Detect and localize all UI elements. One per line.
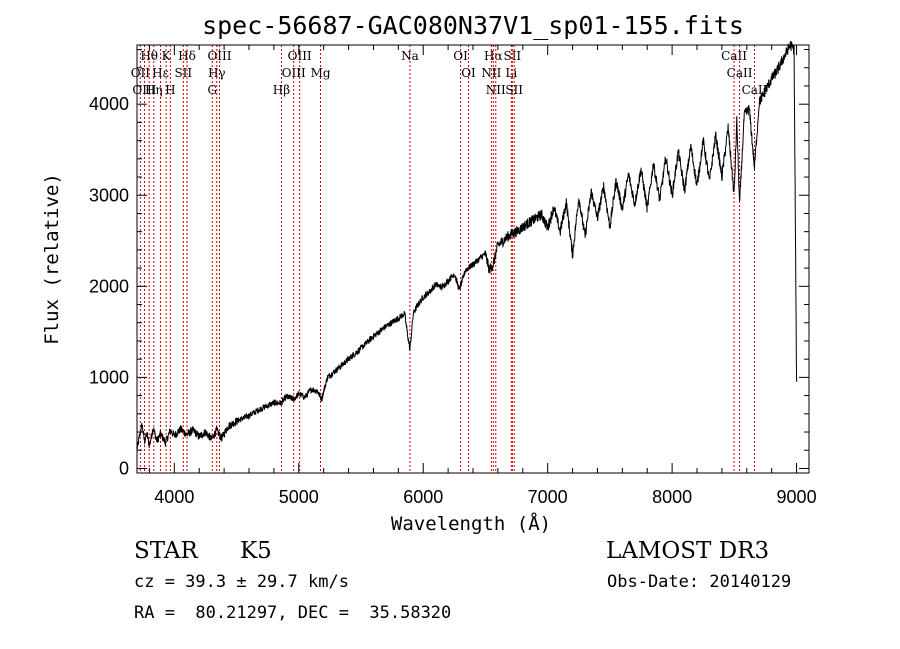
y-axis: 0 1000 2000 3000 4000 — [89, 49, 809, 478]
line-label: OIII — [288, 49, 312, 63]
line-label: Hβ — [273, 83, 290, 97]
line-label: NII — [481, 66, 501, 80]
y-tick-label: 4000 — [89, 94, 129, 114]
line-label: OI — [453, 49, 468, 63]
x-tick-label: 8000 — [652, 487, 692, 507]
line-label: Hθ — [140, 49, 158, 63]
line-label: Mg — [311, 66, 331, 80]
redshift-cz: cz = 39.3 ± 29.7 km/s — [134, 572, 349, 592]
line-label: OIII — [132, 83, 156, 97]
y-tick-label: 1000 — [89, 367, 129, 387]
x-tick-label: 4000 — [154, 487, 194, 507]
y-tick-label: 3000 — [89, 185, 129, 205]
line-label: SII — [505, 83, 523, 97]
line-label: H — [165, 83, 175, 97]
line-label: CaII — [742, 83, 768, 97]
x-tick-label: 9000 — [777, 487, 817, 507]
y-axis-label: Flux (relative) — [41, 173, 63, 345]
line-label: SII — [503, 49, 521, 63]
line-label: Hε — [152, 66, 169, 80]
survey-name: LAMOST DR3 — [606, 538, 770, 564]
object-class: STAR — [134, 538, 198, 564]
spectrum-series — [136, 40, 798, 451]
emission-line-markers: Hθ OII OIII K Hε Hη H Hδ SII OIII Hγ G OIII OIII Hβ Mg N… — [131, 45, 768, 473]
line-label: K — [162, 49, 172, 63]
line-label: Na — [401, 49, 419, 63]
line-label: SII — [174, 66, 192, 80]
coordinates: RA = 80.21297, DEC = 35.58320 — [134, 603, 452, 623]
y-tick-label: 0 — [119, 458, 129, 478]
x-axis: 4000 5000 6000 7000 8000 9000 — [148, 45, 817, 507]
line-label: OIII — [207, 49, 231, 63]
line-label: Hη — [145, 83, 163, 97]
line-label: OII — [131, 66, 151, 80]
line-label: NII — [486, 83, 506, 97]
object-subclass: K5 — [240, 538, 272, 564]
x-tick-label: 6000 — [403, 487, 443, 507]
line-label: CaII — [727, 66, 753, 80]
chart-title: spec-56687-GAC080N37V1_sp01-155.fits — [202, 11, 744, 40]
line-label: Li — [505, 66, 517, 80]
line-label: OIII — [282, 66, 306, 80]
y-tick-label: 2000 — [89, 276, 129, 296]
line-label: G — [207, 83, 217, 97]
line-label: Hδ — [178, 49, 196, 63]
line-label: CaII — [721, 49, 747, 63]
spectrum-line — [136, 40, 798, 451]
plot-frame — [136, 44, 810, 474]
line-label: Hγ — [208, 66, 226, 80]
line-label: Hα — [484, 49, 503, 63]
x-tick-label: 7000 — [528, 487, 568, 507]
observation-date: Obs-Date: 20140129 — [607, 572, 792, 592]
x-tick-label: 5000 — [279, 487, 319, 507]
x-axis-label: Wavelength (Å) — [391, 512, 551, 535]
line-label: OI — [461, 66, 476, 80]
